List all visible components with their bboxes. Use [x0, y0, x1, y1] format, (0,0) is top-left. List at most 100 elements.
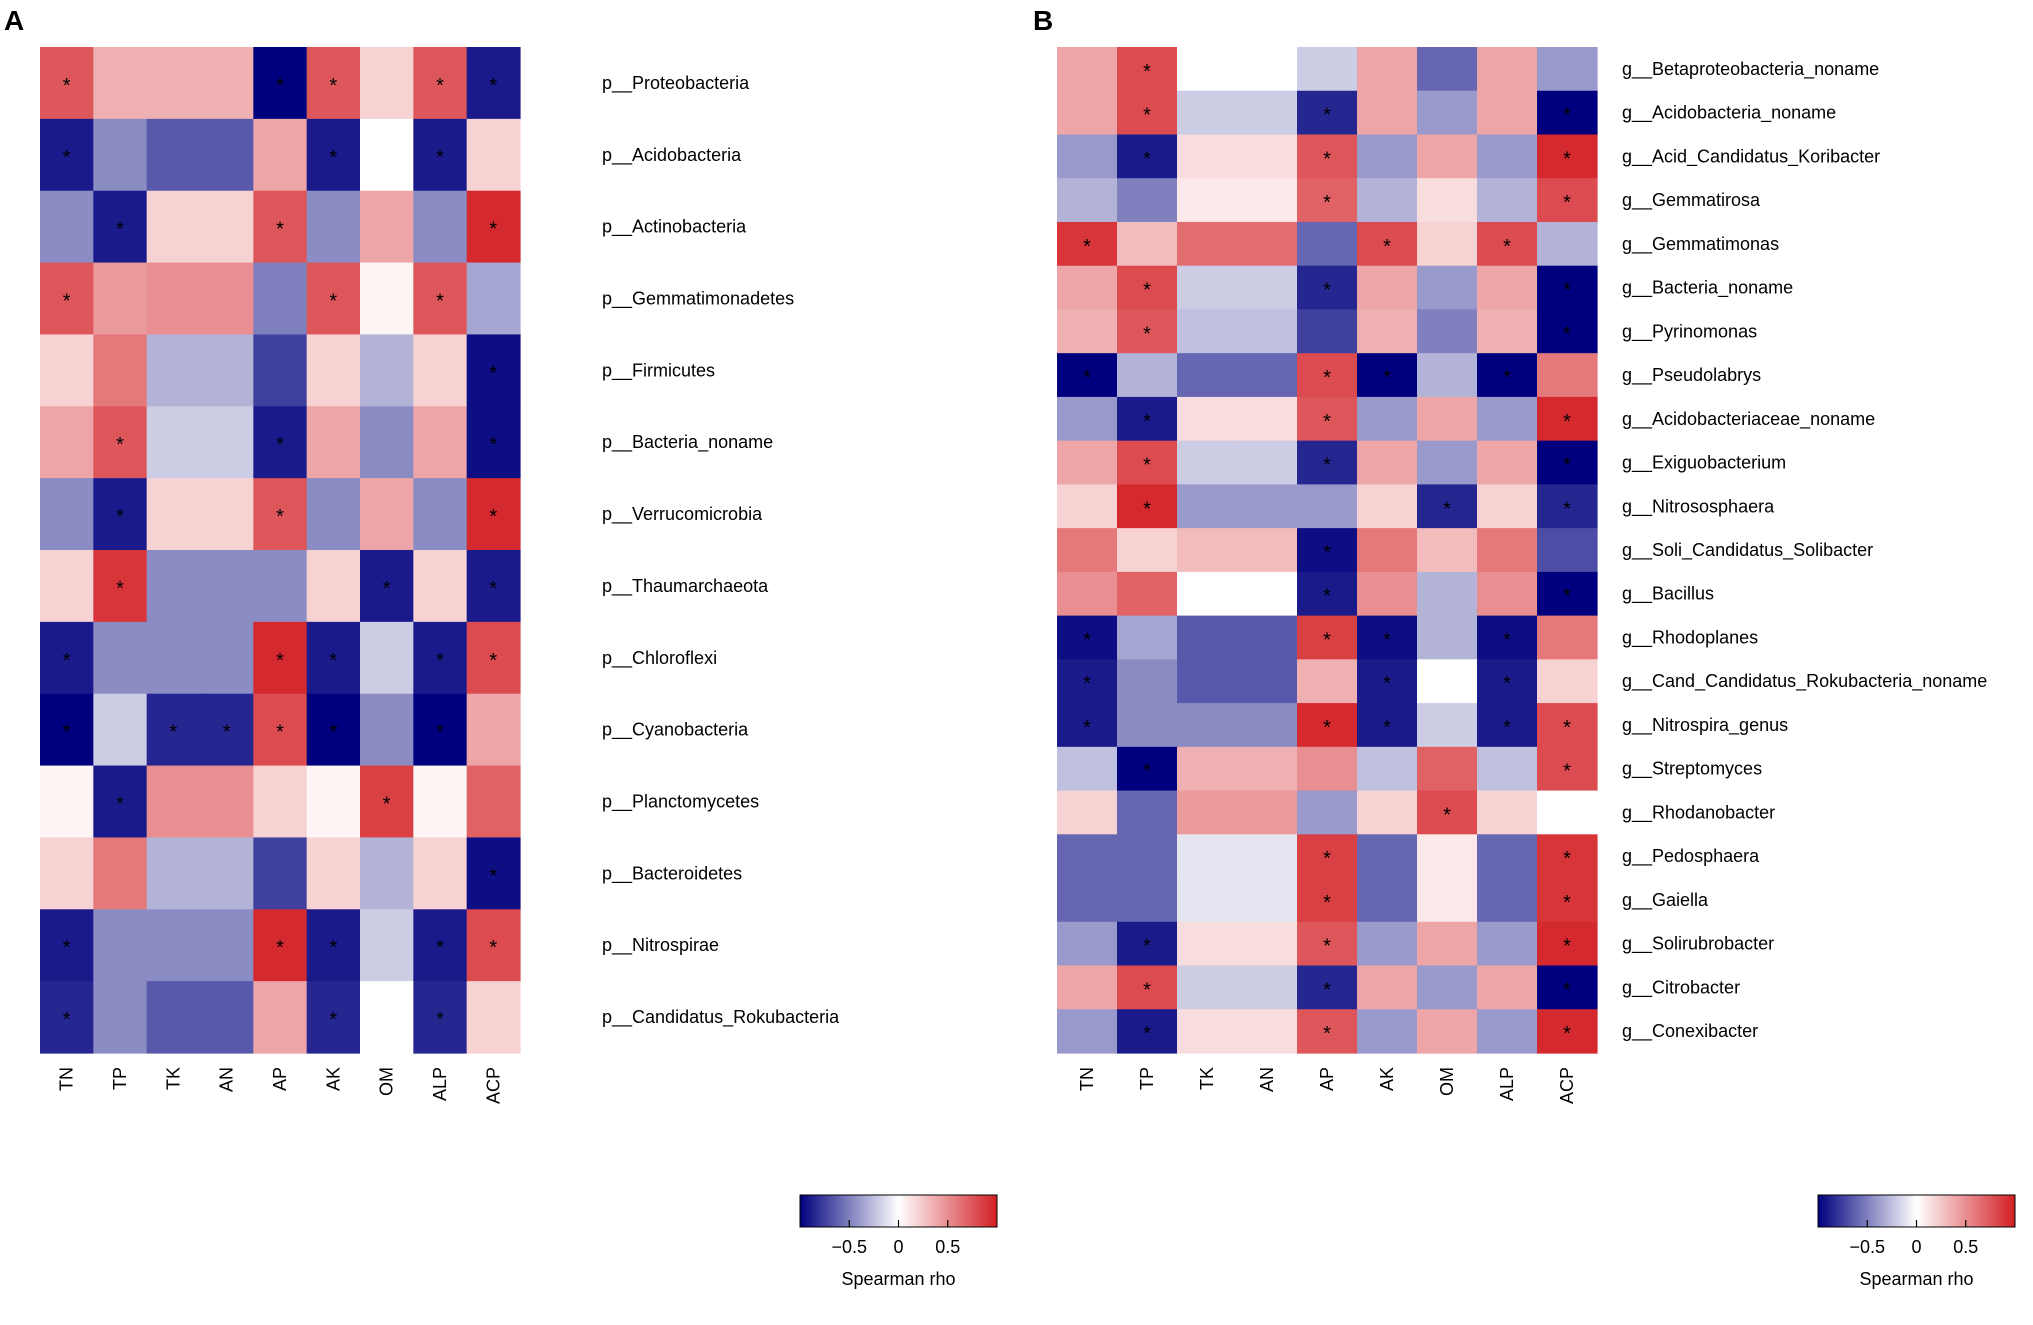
heatmap-cell	[1177, 834, 1238, 879]
heatmap-cell	[40, 837, 94, 910]
significance-marker: *	[1143, 498, 1151, 520]
heatmap-cell	[1477, 265, 1538, 311]
significance-marker: *	[1563, 105, 1571, 127]
heatmap-cell	[1237, 703, 1298, 748]
heatmap-cell	[360, 118, 414, 192]
heatmap-cell	[1357, 790, 1418, 835]
significance-marker: *	[276, 434, 284, 456]
significance-marker: *	[1563, 192, 1571, 214]
heatmap-cell	[1057, 746, 1118, 792]
heatmap-cell	[1237, 265, 1298, 311]
heatmap-cell	[40, 406, 94, 479]
heatmap-cell	[40, 909, 94, 982]
heatmap-cell	[1057, 134, 1118, 179]
heatmap-cell	[1057, 265, 1118, 311]
significance-marker: *	[436, 291, 444, 313]
heatmap-cell	[1057, 615, 1118, 660]
heatmap-cell	[1417, 221, 1478, 267]
heatmap-cell	[1297, 528, 1358, 573]
row-label: g__Pedosphaera	[1622, 846, 1760, 867]
heatmap-cell	[1537, 703, 1598, 748]
heatmap-cell	[306, 621, 361, 695]
heatmap-cell	[1177, 878, 1238, 923]
significance-marker: *	[169, 722, 177, 744]
heatmap-cell	[40, 334, 94, 407]
significance-marker: *	[1143, 280, 1151, 302]
heatmap-cell	[1057, 353, 1118, 398]
heatmap-cell	[1537, 47, 1598, 92]
heatmap-cell	[1177, 221, 1238, 267]
heatmap-cell	[360, 190, 414, 264]
heatmap-cell	[1117, 790, 1178, 835]
colorbar-tick-label: 0.5	[935, 1237, 960, 1257]
heatmap-cell	[413, 262, 468, 336]
heatmap-cell	[413, 478, 468, 551]
significance-marker: *	[1143, 105, 1151, 127]
significance-marker: *	[1083, 717, 1091, 739]
heatmap-cell	[1057, 178, 1118, 223]
heatmap-cell	[466, 190, 521, 264]
heatmap-cell	[1177, 746, 1238, 792]
heatmap-cell	[306, 981, 361, 1054]
heatmap-cell	[1297, 134, 1358, 179]
heatmap-cell	[1177, 484, 1238, 529]
heatmap-cell	[413, 765, 468, 839]
row-label: g__Nitrospira_genus	[1622, 715, 1788, 736]
heatmap-cell	[253, 765, 308, 839]
heatmap-cell	[93, 47, 148, 120]
heatmap-cell	[1117, 309, 1178, 354]
heatmap-cell	[466, 981, 521, 1054]
heatmap-cell	[1297, 1009, 1358, 1054]
heatmap-cell	[1237, 353, 1298, 398]
heatmap-cell	[360, 406, 414, 479]
colorbar-tick-label: −0.5	[831, 1237, 867, 1257]
heatmap-cell	[1177, 790, 1238, 835]
heatmap-cell	[1477, 834, 1538, 879]
heatmap-cell	[1297, 921, 1358, 967]
heatmap-cell	[1477, 878, 1538, 923]
heatmap-cell	[1417, 746, 1478, 792]
heatmap-cell	[1537, 484, 1598, 529]
column-label: TN	[1077, 1067, 1097, 1091]
colorbar-legend-a: −0.5 0 0.5 Spearman rho	[799, 1194, 998, 1289]
heatmap-cell	[1177, 353, 1238, 398]
significance-marker: *	[1323, 542, 1331, 564]
heatmap-cell	[1177, 440, 1238, 485]
heatmap-cell	[1117, 47, 1178, 92]
significance-marker: *	[276, 650, 284, 672]
heatmap-cell	[1057, 528, 1118, 573]
row-label: p__Acidobacteria	[602, 145, 742, 166]
significance-marker: *	[63, 291, 71, 313]
significance-marker: *	[1143, 1023, 1151, 1045]
heatmap-cell	[1357, 178, 1418, 223]
heatmap-cell	[93, 262, 148, 336]
row-label: p__Gemmatimonadetes	[602, 289, 794, 310]
heatmap-cell	[200, 837, 254, 910]
column-label: TK	[163, 1067, 183, 1090]
significance-marker: *	[63, 937, 71, 959]
significance-marker: *	[1563, 979, 1571, 1001]
heatmap-cell	[146, 550, 201, 623]
significance-marker: *	[329, 722, 337, 744]
heatmap-cell	[360, 550, 414, 623]
heatmap-cell	[40, 118, 94, 192]
heatmap-cell	[40, 550, 94, 623]
row-label: p__Verrucomicrobia	[602, 504, 763, 525]
significance-marker: *	[329, 75, 337, 97]
row-label: g__Gemmatimonas	[1622, 234, 1779, 255]
heatmap-cell	[306, 765, 361, 839]
heatmap-cell	[1177, 571, 1238, 617]
heatmap-cell	[1357, 528, 1418, 573]
heatmap-cell	[466, 693, 521, 767]
row-label: p__Nitrospirae	[602, 935, 719, 956]
heatmap-cell	[1477, 921, 1538, 967]
heatmap-cell	[466, 909, 521, 982]
heatmap-cell	[1417, 878, 1478, 923]
significance-marker: *	[1563, 323, 1571, 345]
heatmap-cell	[1237, 615, 1298, 660]
heatmap-cell	[306, 478, 361, 551]
significance-marker: *	[63, 722, 71, 744]
heatmap-cell	[1237, 834, 1298, 879]
heatmap-cell	[1477, 615, 1538, 660]
row-label: g__Citrobacter	[1622, 977, 1740, 998]
